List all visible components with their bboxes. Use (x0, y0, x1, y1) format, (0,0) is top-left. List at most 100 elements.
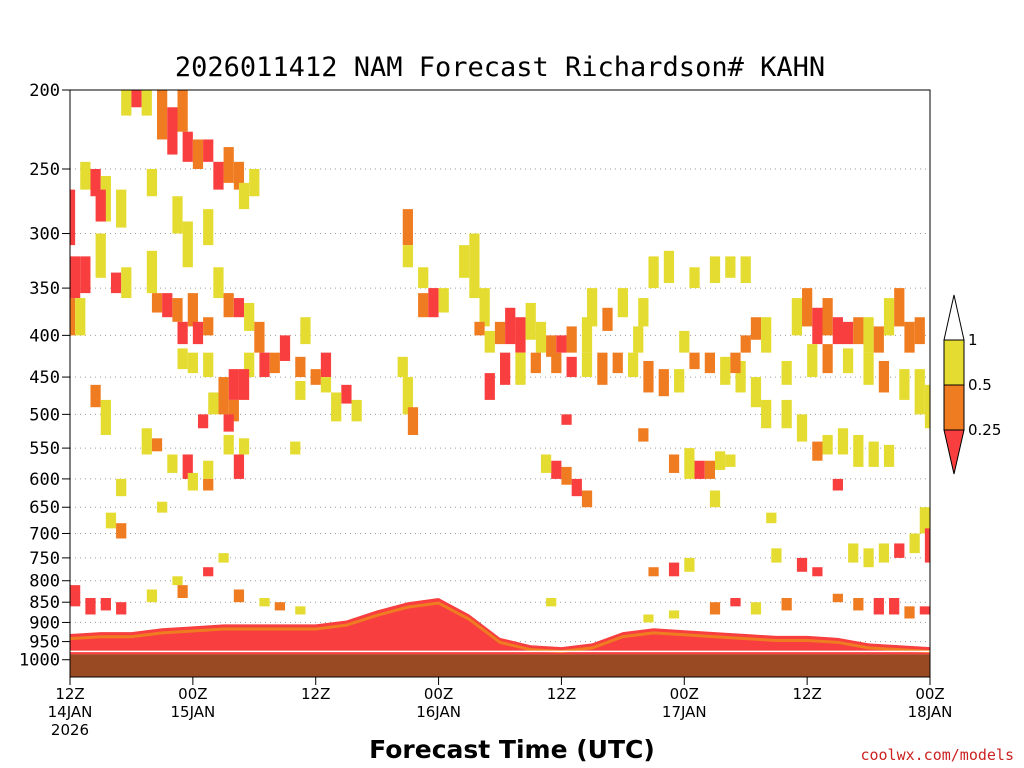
ri-cell (566, 356, 577, 378)
ri-cell (515, 317, 526, 353)
ri-cell (735, 360, 746, 393)
ri-cell (556, 335, 567, 353)
ri-cell (295, 606, 306, 615)
x-tick-label: 17JAN (662, 703, 707, 721)
ri-cell (428, 288, 439, 318)
ri-cell (116, 189, 127, 228)
ri-cell (924, 384, 930, 429)
ri-cell (90, 384, 101, 408)
ri-cell (418, 293, 429, 318)
x-tick-label: 15JAN (170, 703, 215, 721)
ri-cell (157, 90, 168, 140)
ri-cell (643, 614, 654, 623)
ri-cell (868, 441, 879, 467)
ri-cell (295, 356, 306, 378)
ri-cell (822, 344, 833, 374)
ri-cell (172, 576, 183, 586)
plot-frame (69, 89, 931, 678)
ri-cell (525, 302, 536, 340)
ri-cell (151, 438, 163, 452)
ri-cell (914, 317, 925, 345)
ri-cell (70, 256, 81, 299)
ri-cell (474, 321, 485, 336)
ri-cell (883, 444, 895, 467)
ri-cell (233, 161, 245, 190)
ri-cell (684, 557, 695, 572)
ri-cell (397, 356, 408, 378)
ri-cell (203, 317, 214, 336)
legend-bottom-triangle (943, 429, 965, 475)
ri-cell (218, 377, 229, 415)
ri-cell (479, 288, 490, 327)
y-tick-label: 950 (29, 633, 60, 653)
ri-cell (740, 256, 751, 284)
ri-cell (633, 326, 644, 353)
ri-cell (146, 168, 158, 197)
y-tick-label: 850 (29, 593, 60, 613)
ri-cell (402, 245, 413, 268)
ri-cell (807, 344, 818, 378)
y-tick-label: 400 (29, 326, 60, 346)
x-tick-label: 18JAN (908, 703, 953, 721)
ri-cell (80, 161, 91, 190)
ri-cell (238, 438, 250, 455)
x-tick-label: 00Z (915, 685, 944, 703)
ri-cell (781, 399, 792, 429)
ri-cell (110, 272, 122, 294)
ri-cell (546, 598, 557, 607)
ri-cell (105, 512, 117, 529)
ri-cell (597, 352, 608, 385)
ri-cell (203, 460, 214, 479)
ri-cell (863, 548, 874, 568)
ri-cell (924, 528, 930, 563)
ri-cell (116, 523, 127, 539)
ri-cell (203, 352, 214, 378)
ri-cell (668, 562, 680, 577)
ri-cell (658, 369, 669, 397)
ri-cell (274, 602, 285, 611)
ri-cell (842, 348, 854, 374)
x-axis-label: Forecast Time (UTC) (369, 735, 655, 764)
ri-cell (878, 360, 890, 393)
ri-cell (750, 377, 762, 408)
ri-cell (100, 598, 111, 611)
ri-cell (459, 245, 470, 278)
ri-cell (80, 256, 91, 294)
ri-cell (540, 454, 552, 473)
ri-cell (484, 373, 495, 400)
y-tick-label: 900 (29, 613, 60, 633)
ri-cell (848, 543, 859, 563)
ri-cell (182, 221, 193, 268)
ri-cell (197, 414, 209, 429)
near-surface-layer (69, 598, 931, 677)
ri-cell (561, 414, 572, 425)
ri-cell (709, 256, 721, 284)
ri-cell (535, 321, 547, 353)
ri-cell (530, 352, 541, 374)
y-axis-ticks: 200 250 300 350 400 450 500 550 600 650 700 750 8008… (19, 81, 70, 671)
x-tick-label: 12Z (301, 685, 330, 703)
ri-cell (704, 460, 715, 479)
y-tick-label: 300 (29, 225, 60, 245)
ri-cell (494, 321, 506, 345)
ri-cell (689, 352, 700, 370)
ri-cell (310, 369, 321, 385)
ri-cell (909, 533, 920, 554)
ri-cell (679, 330, 690, 353)
ri-cell (70, 298, 76, 336)
ri-cell (551, 460, 562, 479)
legend-label: 0.25 (968, 421, 1001, 439)
ri-cell (116, 478, 127, 497)
ri-cell (643, 360, 654, 393)
ri-cell (832, 478, 843, 491)
y-tick-label: 550 (29, 439, 60, 459)
ri-cell (766, 512, 777, 524)
ri-cell (85, 598, 96, 615)
ri-cell (863, 317, 874, 353)
ri-cell (228, 369, 239, 400)
ri-cell (566, 326, 577, 353)
ri-cell (919, 606, 930, 615)
ri-cell (674, 369, 685, 393)
